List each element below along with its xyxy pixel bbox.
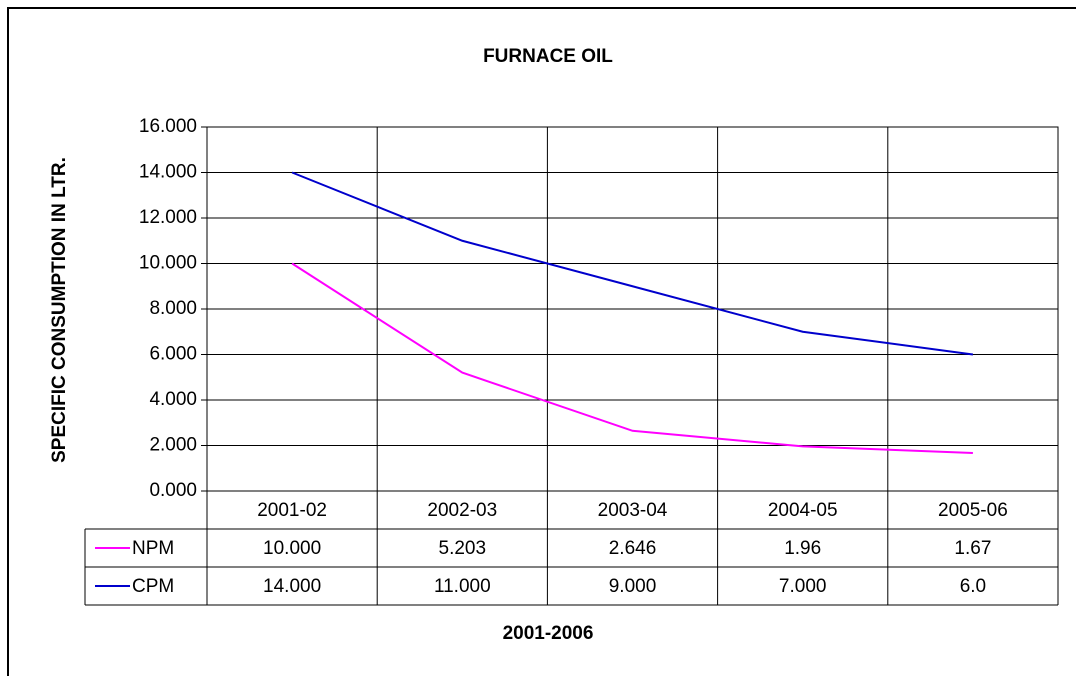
y-tick-label: 12.000 (139, 207, 197, 228)
plot-area (206, 126, 1059, 492)
y-tick-label: 8.000 (149, 298, 197, 319)
x-tick-label: 2001-02 (257, 500, 327, 521)
y-tick-label: 0.000 (149, 480, 197, 501)
x-tick-label: 2003-04 (598, 500, 668, 521)
data-label: 1.96 (784, 538, 821, 559)
y-tick-label: 10.000 (139, 253, 197, 274)
data-label: 11.000 (434, 576, 491, 597)
x-tick-label: 2004-05 (768, 500, 838, 521)
y-tick-label: 2.000 (149, 435, 197, 456)
data-label: 1.67 (954, 538, 991, 559)
data-label: 6.0 (960, 576, 986, 597)
chart-title: FURNACE OIL (483, 46, 613, 67)
series-line (291, 171, 974, 356)
legend-label: NPM (132, 538, 174, 559)
legend-label: CPM (132, 576, 174, 597)
data-label: 10.000 (263, 538, 321, 559)
chart-border (7, 7, 1076, 676)
y-tick-label: 6.000 (149, 344, 197, 365)
data-label: 2.646 (609, 538, 657, 559)
data-label: 5.203 (439, 538, 487, 559)
y-tick-label: 16.000 (139, 116, 197, 137)
y-axis-label: SPECIFIC CONSUMPTION IN LTR. (49, 157, 70, 463)
x-tick-label: 2005-06 (938, 500, 1008, 521)
data-label: 9.000 (609, 576, 657, 597)
data-label: 14.000 (263, 576, 321, 597)
y-tick-label: 4.000 (149, 389, 197, 410)
x-axis-label: 2001-2006 (503, 623, 594, 644)
x-tick-label: 2002-03 (427, 500, 497, 521)
data-label: 7.000 (779, 576, 827, 597)
series-line (291, 262, 973, 455)
y-tick-label: 14.000 (139, 162, 197, 183)
